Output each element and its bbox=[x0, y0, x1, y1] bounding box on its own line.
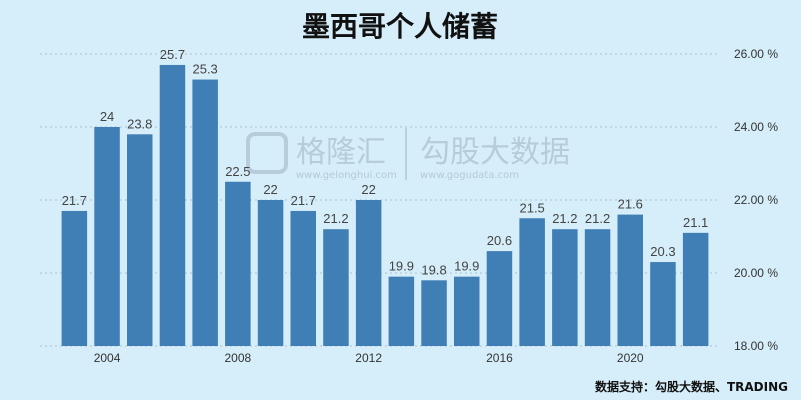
data-label: 19.9 bbox=[454, 259, 479, 274]
data-label: 21.7 bbox=[291, 193, 316, 208]
y-tick-label: 18.00 % bbox=[734, 339, 778, 353]
bar bbox=[584, 229, 611, 346]
data-label: 21.1 bbox=[683, 215, 708, 230]
bar bbox=[159, 64, 186, 346]
data-label: 21.2 bbox=[585, 211, 610, 226]
bar bbox=[323, 229, 349, 346]
x-axis: 2004 2008 2012 2016 2020 bbox=[94, 351, 644, 365]
data-label: 21.5 bbox=[519, 200, 544, 215]
data-label: 21.2 bbox=[323, 211, 348, 226]
y-tick-label: 22.00 % bbox=[734, 193, 778, 207]
x-tick-label: 2012 bbox=[355, 351, 382, 365]
watermark-brand-url: www.gelonghui.com bbox=[296, 170, 397, 181]
y-tick-label: 26.00 % bbox=[734, 47, 778, 61]
bar bbox=[552, 229, 578, 346]
data-label: 21.2 bbox=[552, 211, 577, 226]
bar bbox=[257, 200, 284, 346]
x-tick-label: 2004 bbox=[94, 351, 121, 365]
data-label: 21.6 bbox=[618, 197, 643, 212]
data-label: 25.7 bbox=[160, 47, 185, 62]
bar bbox=[650, 262, 676, 346]
bar bbox=[453, 276, 480, 346]
x-tick-label: 2016 bbox=[486, 351, 513, 365]
data-label: 22.5 bbox=[225, 164, 250, 179]
data-label: 22 bbox=[263, 182, 277, 197]
data-label: 20.3 bbox=[650, 244, 675, 259]
y-tick-label: 20.00 % bbox=[734, 266, 778, 280]
watermark-divider bbox=[405, 128, 407, 180]
watermark-brand: 格隆汇 bbox=[296, 135, 386, 170]
bar bbox=[61, 210, 88, 346]
bars bbox=[61, 64, 709, 347]
x-tick-label: 2020 bbox=[617, 351, 644, 365]
watermark-data: 勾股大数据 bbox=[420, 135, 570, 170]
data-label: 20.6 bbox=[487, 233, 512, 248]
data-label: 19.8 bbox=[421, 262, 446, 277]
bar bbox=[519, 218, 545, 346]
data-label: 21.7 bbox=[62, 193, 87, 208]
bar bbox=[126, 134, 153, 346]
data-labels: 21.7 24 23.8 25.7 25.3 22.5 22 21.7 21.2 22 19.9 19… bbox=[62, 47, 709, 277]
bar bbox=[486, 251, 513, 346]
bar bbox=[290, 210, 317, 346]
bar bbox=[388, 276, 415, 346]
bar bbox=[421, 280, 447, 346]
bar bbox=[617, 214, 644, 346]
bar bbox=[94, 127, 120, 346]
y-axis: 18.00 % 20.00 % 22.00 % 24.00 % 26.00 % bbox=[734, 47, 778, 353]
bar bbox=[225, 181, 251, 346]
data-label: 23.8 bbox=[127, 116, 152, 131]
source-note: 数据支持：勾股大数据、TRADING bbox=[595, 379, 788, 394]
bar bbox=[355, 200, 382, 346]
x-tick-label: 2008 bbox=[224, 351, 251, 365]
data-label: 22 bbox=[361, 182, 375, 197]
watermark-data-url: www.gogudata.com bbox=[420, 170, 519, 181]
bar bbox=[192, 79, 218, 347]
watermark: 格隆汇 www.gelonghui.com 勾股大数据 www.gogudata… bbox=[246, 128, 570, 181]
data-label: 25.3 bbox=[192, 62, 217, 77]
watermark-logo-icon bbox=[246, 132, 288, 174]
data-label: 19.9 bbox=[389, 259, 414, 274]
bar bbox=[682, 232, 709, 346]
chart-title: 墨西哥个人储蓄 bbox=[302, 10, 498, 43]
y-tick-label: 24.00 % bbox=[734, 120, 778, 134]
data-label: 24 bbox=[100, 109, 114, 124]
